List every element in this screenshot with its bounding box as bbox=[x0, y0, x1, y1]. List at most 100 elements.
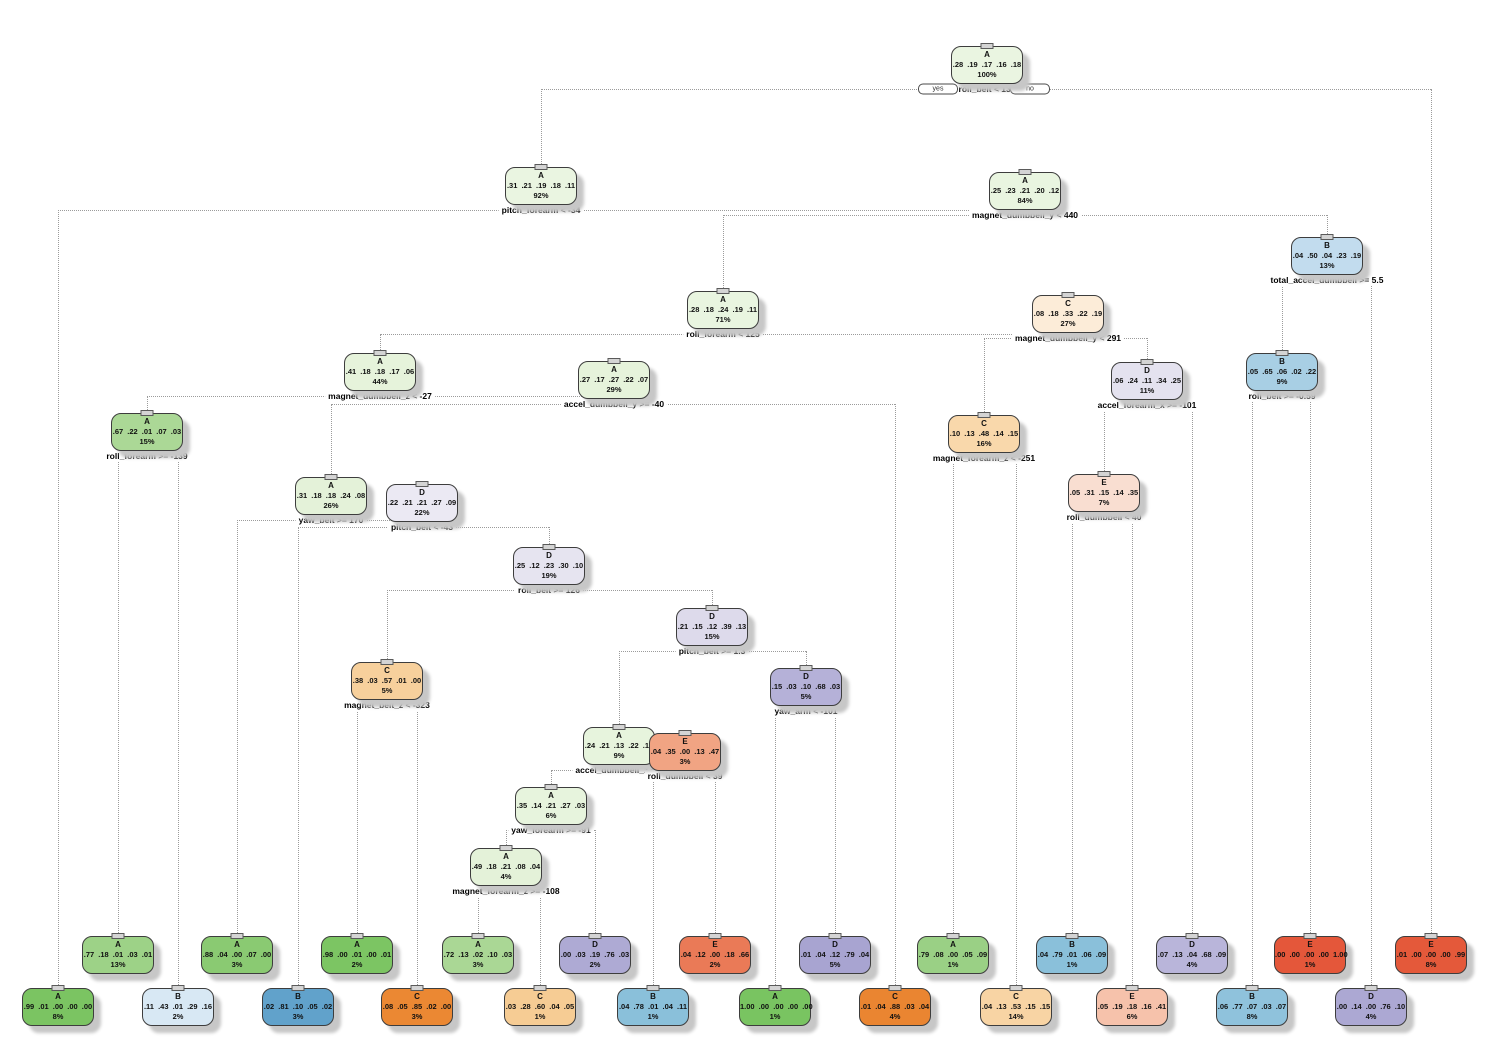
node-class-label: B bbox=[650, 992, 656, 1001]
tree-node-n7: A .41 .18 .18 .17 .06 44% bbox=[344, 350, 416, 391]
edge-line bbox=[357, 705, 358, 933]
node-class-label: A bbox=[115, 940, 121, 949]
node-class-probabilities: .21 .15 .12 .39 .13 bbox=[677, 622, 747, 631]
node-class-label: A bbox=[772, 992, 778, 1001]
edge-line bbox=[506, 830, 507, 845]
tree-node-n16: D .25 .12 .23 .30 .10 19% bbox=[513, 544, 585, 585]
node-class-probabilities: 1.00 .00 .00 .00 .00 bbox=[740, 1002, 813, 1011]
leaf-node-l12: E .01 .00 .00 .00 .99 8% bbox=[1395, 933, 1467, 974]
split-label: roll_belt >= 126 bbox=[515, 584, 583, 596]
node-class-probabilities: .99 .01 .00 .00 .00 bbox=[23, 1002, 93, 1011]
yes-edge-label: yes bbox=[918, 83, 958, 95]
edge-line bbox=[715, 776, 716, 933]
node-id-tag bbox=[1125, 985, 1139, 991]
tree-node-n10: B .05 .65 .06 .02 .22 9% bbox=[1246, 350, 1318, 391]
node-class-probabilities: .98 .00 .01 .00 .01 bbox=[322, 950, 392, 959]
node-id-tag bbox=[1097, 471, 1111, 477]
split-label: roll_dumbbell < 39 bbox=[644, 770, 726, 782]
node-class-label: E bbox=[712, 940, 718, 949]
node-id-tag bbox=[499, 845, 513, 851]
node-class-probabilities: .31 .18 .18 .24 .08 bbox=[296, 491, 366, 500]
node-coverage-percent: 13% bbox=[1319, 261, 1335, 270]
tree-node-n12: C .10 .13 .48 .14 .15 16% bbox=[948, 412, 1020, 453]
leaf-node-l8: A .79 .08 .00 .05 .09 1% bbox=[917, 933, 989, 974]
node-class-probabilities: .15 .03 .10 .68 .03 bbox=[771, 682, 841, 691]
edge-line bbox=[984, 338, 985, 412]
leaf-node-m4: C .08 .05 .85 .02 .00 3% bbox=[381, 985, 453, 1026]
node-coverage-percent: 15% bbox=[704, 632, 720, 641]
node-id-tag bbox=[111, 933, 125, 939]
node-class-probabilities: .04 .12 .00 .18 .66 bbox=[680, 950, 750, 959]
node-class-label: B bbox=[175, 992, 181, 1001]
node-coverage-percent: 9% bbox=[1276, 377, 1288, 386]
node-coverage-percent: 5% bbox=[829, 960, 841, 969]
node-class-label: D bbox=[546, 551, 552, 560]
node-class-label: D bbox=[803, 672, 809, 681]
node-coverage-percent: 9% bbox=[613, 751, 625, 760]
node-coverage-percent: 14% bbox=[1008, 1012, 1024, 1021]
split-label: magnet_forearm_z >= -108 bbox=[449, 885, 563, 897]
node-id-tag bbox=[230, 933, 244, 939]
node-id-tag bbox=[678, 730, 692, 736]
node-id-tag bbox=[946, 933, 960, 939]
split-label: magnet_dumbbell_z < -27 bbox=[325, 390, 435, 402]
node-class-probabilities: .77 .18 .01 .03 .01 bbox=[83, 950, 153, 959]
node-class-probabilities: .10 .13 .48 .14 .15 bbox=[949, 429, 1019, 438]
node-id-tag bbox=[140, 410, 154, 416]
leaf-node-l7: D .01 .04 .12 .79 .04 5% bbox=[799, 933, 871, 974]
node-class-probabilities: .08 .05 .85 .02 .00 bbox=[382, 1002, 452, 1011]
node-class-label: C bbox=[1013, 992, 1019, 1001]
node-id-tag bbox=[607, 358, 621, 364]
leaf-node-m8: C .01 .04 .88 .03 .04 4% bbox=[859, 985, 931, 1026]
edge-line bbox=[1327, 215, 1328, 234]
split-label: accel_forearm_x >= -101 bbox=[1094, 399, 1200, 411]
leaf-node-l6: E .04 .12 .00 .18 .66 2% bbox=[679, 933, 751, 974]
node-id-tag bbox=[415, 481, 429, 487]
edge-line bbox=[540, 891, 541, 985]
node-id-tag bbox=[291, 985, 305, 991]
node-coverage-percent: 7% bbox=[1098, 498, 1110, 507]
node-coverage-percent: 3% bbox=[679, 757, 691, 766]
node-id-tag bbox=[544, 784, 558, 790]
edge-line bbox=[723, 215, 724, 288]
node-id-tag bbox=[324, 474, 338, 480]
node-coverage-percent: 4% bbox=[889, 1012, 901, 1021]
edge-line bbox=[1132, 517, 1133, 985]
node-id-tag bbox=[977, 412, 991, 418]
tree-node-n2: A .31 .21 .19 .18 .11 92% bbox=[505, 164, 577, 205]
node-coverage-percent: 84% bbox=[1017, 196, 1033, 205]
node-coverage-percent: 3% bbox=[231, 960, 243, 969]
node-class-label: E bbox=[1129, 992, 1135, 1001]
node-coverage-percent: 1% bbox=[1304, 960, 1316, 969]
tree-node-n4: B .04 .50 .04 .23 .19 13% bbox=[1291, 234, 1363, 275]
node-class-probabilities: .24 .21 .13 .22 .19 bbox=[584, 741, 654, 750]
leaf-node-m12: D .00 .14 .00 .76 .10 4% bbox=[1335, 985, 1407, 1026]
node-class-probabilities: .04 .79 .01 .06 .09 bbox=[1037, 950, 1107, 959]
node-id-tag bbox=[533, 985, 547, 991]
leaf-node-m10: E .05 .19 .18 .16 .41 6% bbox=[1096, 985, 1168, 1026]
edge-line bbox=[1016, 458, 1017, 985]
tree-node-n5: A .28 .18 .24 .19 .11 71% bbox=[687, 288, 759, 329]
node-id-tag bbox=[410, 985, 424, 991]
node-class-label: A bbox=[548, 791, 554, 800]
node-class-probabilities: .41 .18 .18 .17 .06 bbox=[345, 367, 415, 376]
split-label: pitch_forearm < -34 bbox=[498, 204, 584, 216]
node-class-label: A bbox=[55, 992, 61, 1001]
node-class-probabilities: .06 .77 .07 .03 .07 bbox=[1217, 1002, 1287, 1011]
tree-node-n6: C .08 .18 .33 .22 .19 27% bbox=[1032, 292, 1104, 333]
tree-node-n19: D .15 .03 .10 .68 .03 5% bbox=[770, 665, 842, 706]
node-class-label: B bbox=[1324, 241, 1330, 250]
node-class-probabilities: .04 .50 .04 .23 .19 bbox=[1292, 251, 1362, 260]
node-id-tag bbox=[350, 933, 364, 939]
split-label: pitch_belt < -43 bbox=[387, 521, 457, 533]
node-class-probabilities: .01 .00 .00 .00 .99 bbox=[1396, 950, 1466, 959]
edge-line bbox=[595, 830, 596, 933]
node-class-probabilities: .22 .21 .21 .27 .09 bbox=[387, 498, 457, 507]
leaf-node-m6: B .04 .78 .01 .04 .11 1% bbox=[617, 985, 689, 1026]
node-id-tag bbox=[1061, 292, 1075, 298]
edge-line bbox=[331, 404, 332, 474]
tree-node-n9: D .06 .24 .11 .34 .25 11% bbox=[1111, 359, 1183, 400]
node-class-label: E bbox=[1428, 940, 1434, 949]
node-id-tag bbox=[828, 933, 842, 939]
node-coverage-percent: 6% bbox=[1126, 1012, 1138, 1021]
